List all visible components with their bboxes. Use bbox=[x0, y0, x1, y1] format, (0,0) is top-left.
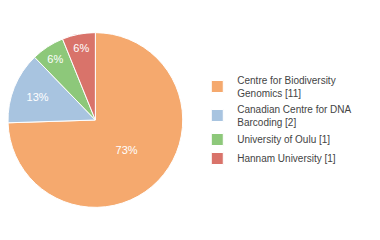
svg-text:University of Oulu [1]: University of Oulu [1] bbox=[237, 134, 330, 145]
svg-text:13%: 13% bbox=[27, 91, 49, 103]
svg-text:Centre for BiodiversityGenomic: Centre for BiodiversityGenomics [11] bbox=[237, 75, 335, 99]
svg-text:Hannam University [1]: Hannam University [1] bbox=[237, 153, 336, 164]
svg-text:Canadian Centre for DNABarcodi: Canadian Centre for DNABarcoding [2] bbox=[237, 104, 351, 128]
svg-text:73%: 73% bbox=[116, 144, 138, 156]
svg-text:6%: 6% bbox=[47, 53, 63, 65]
svg-text:6%: 6% bbox=[73, 42, 89, 54]
